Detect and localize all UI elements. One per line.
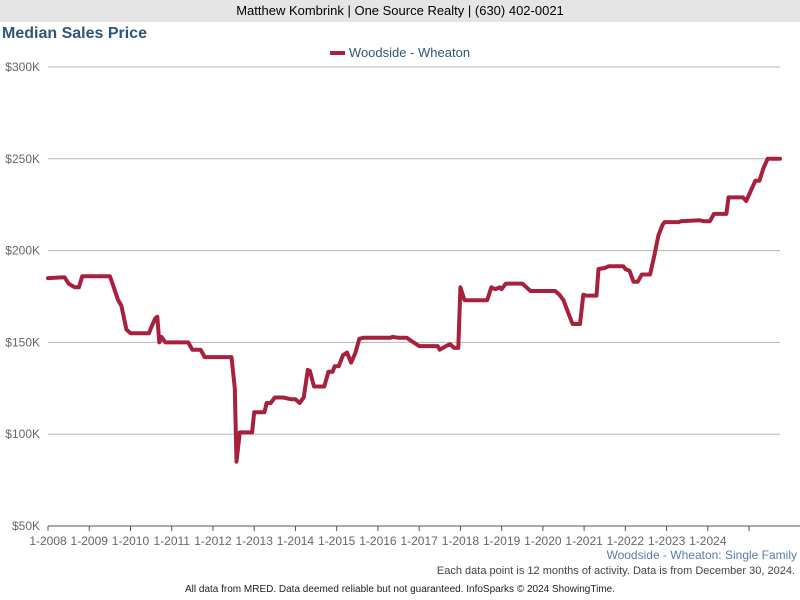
- y-tick-label: $250K: [5, 152, 40, 166]
- x-tick-label: 1-2015: [318, 534, 356, 548]
- x-tick-label: 1-2013: [236, 534, 274, 548]
- x-tick-label: 1-2021: [565, 534, 603, 548]
- x-tick-label: 1-2020: [524, 534, 562, 548]
- x-tick-label: 1-2017: [400, 534, 438, 548]
- chart-title: Median Sales Price: [2, 25, 147, 42]
- x-tick-label: 1-2024: [689, 534, 727, 548]
- footer-disclaimer: All data from MRED. Data deemed reliable…: [184, 584, 615, 595]
- series-line: [46, 156, 782, 464]
- x-tick-label: 1-2009: [71, 534, 109, 548]
- y-tick-label: $200K: [5, 244, 40, 258]
- x-tick-label: 1-2022: [607, 534, 645, 548]
- x-tick-label: 1-2014: [277, 534, 315, 548]
- x-tick-label: 1-2016: [359, 534, 397, 548]
- y-tick-label: $150K: [5, 335, 40, 349]
- agent-header-text: Matthew Kombrink | One Source Realty | (…: [236, 3, 564, 18]
- data-note: Each data point is 12 months of activity…: [436, 565, 795, 577]
- chart-legend[interactable]: Woodside - Wheaton: [0, 45, 800, 60]
- legend-swatch: [329, 50, 345, 55]
- x-tick-label: 1-2010: [112, 534, 150, 548]
- x-tick-label: 1-2019: [483, 534, 521, 548]
- x-tick-label: 1-2008: [29, 534, 67, 548]
- x-tick-label: 1-2011: [153, 534, 190, 548]
- y-tick-label: $300K: [5, 60, 40, 74]
- chart-subtitle: Woodside - Wheaton: Single Family: [606, 548, 797, 562]
- agent-header: Matthew Kombrink | One Source Realty | (…: [0, 0, 800, 22]
- y-tick-label: $50K: [12, 519, 40, 533]
- x-tick-label: 1-2023: [648, 534, 686, 548]
- x-tick-label: 1-2012: [194, 534, 232, 548]
- y-tick-label: $100K: [5, 427, 40, 441]
- legend-label: Woodside - Wheaton: [348, 45, 471, 60]
- x-tick-label: 1-2018: [442, 534, 480, 548]
